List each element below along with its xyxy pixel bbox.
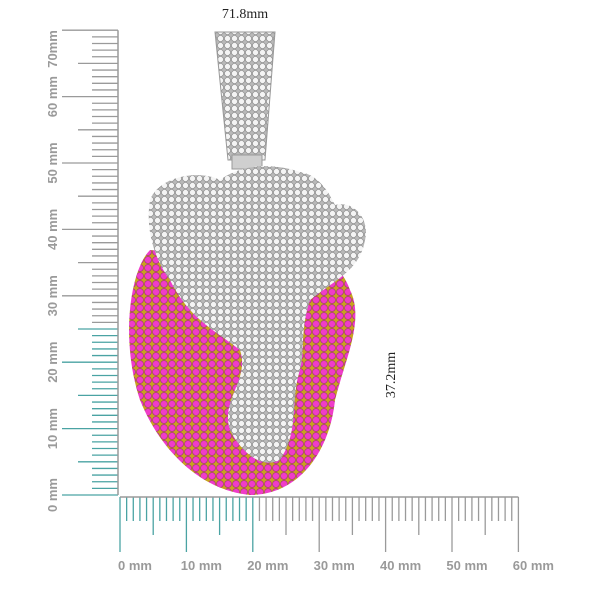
ruler-label: 10 mm <box>45 408 60 449</box>
height-dimension: 37.2mm <box>384 352 399 398</box>
pendant <box>129 31 366 495</box>
rulers: 0 mm 10 mm 20 mm 30 mm 40 mm 50 mm 60 mm 70mm 0 … <box>45 29 554 573</box>
ruler-label: 70mm <box>45 30 60 68</box>
ruler-label: 0 mm <box>45 478 60 512</box>
ruler-label: 30 mm <box>314 558 355 573</box>
ruler-label: 50 mm <box>45 142 60 183</box>
ruler-label: 30 mm <box>45 275 60 316</box>
ruler-label: 10 mm <box>181 558 222 573</box>
width-dimension: 71.8mm <box>222 7 268 22</box>
ruler-label: 20 mm <box>45 342 60 383</box>
ruler-label: 40 mm <box>380 558 421 573</box>
ruler-label: 50 mm <box>446 558 487 573</box>
ruler-label: 60 mm <box>45 76 60 117</box>
ruler-label: 60 mm <box>513 558 554 573</box>
ruler-label: 0 mm <box>118 558 152 573</box>
ruler-label: 40 mm <box>45 209 60 250</box>
heart-top <box>148 166 366 463</box>
ruler-label: 20 mm <box>247 558 288 573</box>
bail <box>214 31 276 161</box>
